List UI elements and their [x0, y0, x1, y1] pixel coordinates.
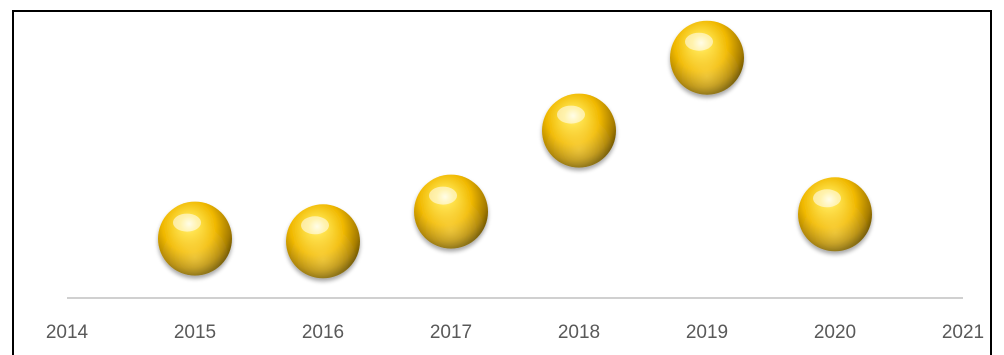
- x-axis-tick-labels: 2014 2015 2016 2017 2018 2019 2020 2021: [46, 322, 984, 343]
- bubble-rim-2017: [414, 174, 488, 249]
- x-tick-label-2018: 2018: [558, 322, 600, 343]
- bubble-2018: [542, 93, 616, 168]
- x-tick-label-2016: 2016: [302, 322, 344, 343]
- x-tick-label-2015: 2015: [174, 322, 216, 343]
- bubble-highlight-2015: [173, 213, 201, 232]
- bubble-2020: [798, 177, 872, 252]
- x-tick-label-2014: 2014: [46, 322, 89, 343]
- x-tick-label-2020: 2020: [814, 322, 856, 343]
- bubble-highlight-2020: [813, 189, 841, 208]
- bubble-2019: [670, 20, 744, 95]
- bubble-rim-2019: [670, 20, 744, 95]
- bubble-highlight-2018: [557, 105, 585, 124]
- bubble-series: [158, 20, 872, 279]
- bubble-rim-2018: [542, 93, 616, 168]
- bubble-highlight-2016: [301, 216, 329, 235]
- x-tick-label-2021: 2021: [942, 322, 984, 343]
- bubble-2017: [414, 174, 488, 249]
- x-tick-label-2019: 2019: [686, 322, 728, 343]
- bubble-rim-2015: [158, 201, 232, 276]
- bubble-2015: [158, 201, 232, 276]
- bubble-highlight-2017: [429, 186, 457, 205]
- x-tick-label-2017: 2017: [430, 322, 472, 343]
- bubble-rim-2020: [798, 177, 872, 252]
- bubble-rim-2016: [286, 204, 360, 279]
- bubble-2016: [286, 204, 360, 279]
- chart-frame: [12, 10, 992, 355]
- bubble-highlight-2019: [685, 32, 713, 51]
